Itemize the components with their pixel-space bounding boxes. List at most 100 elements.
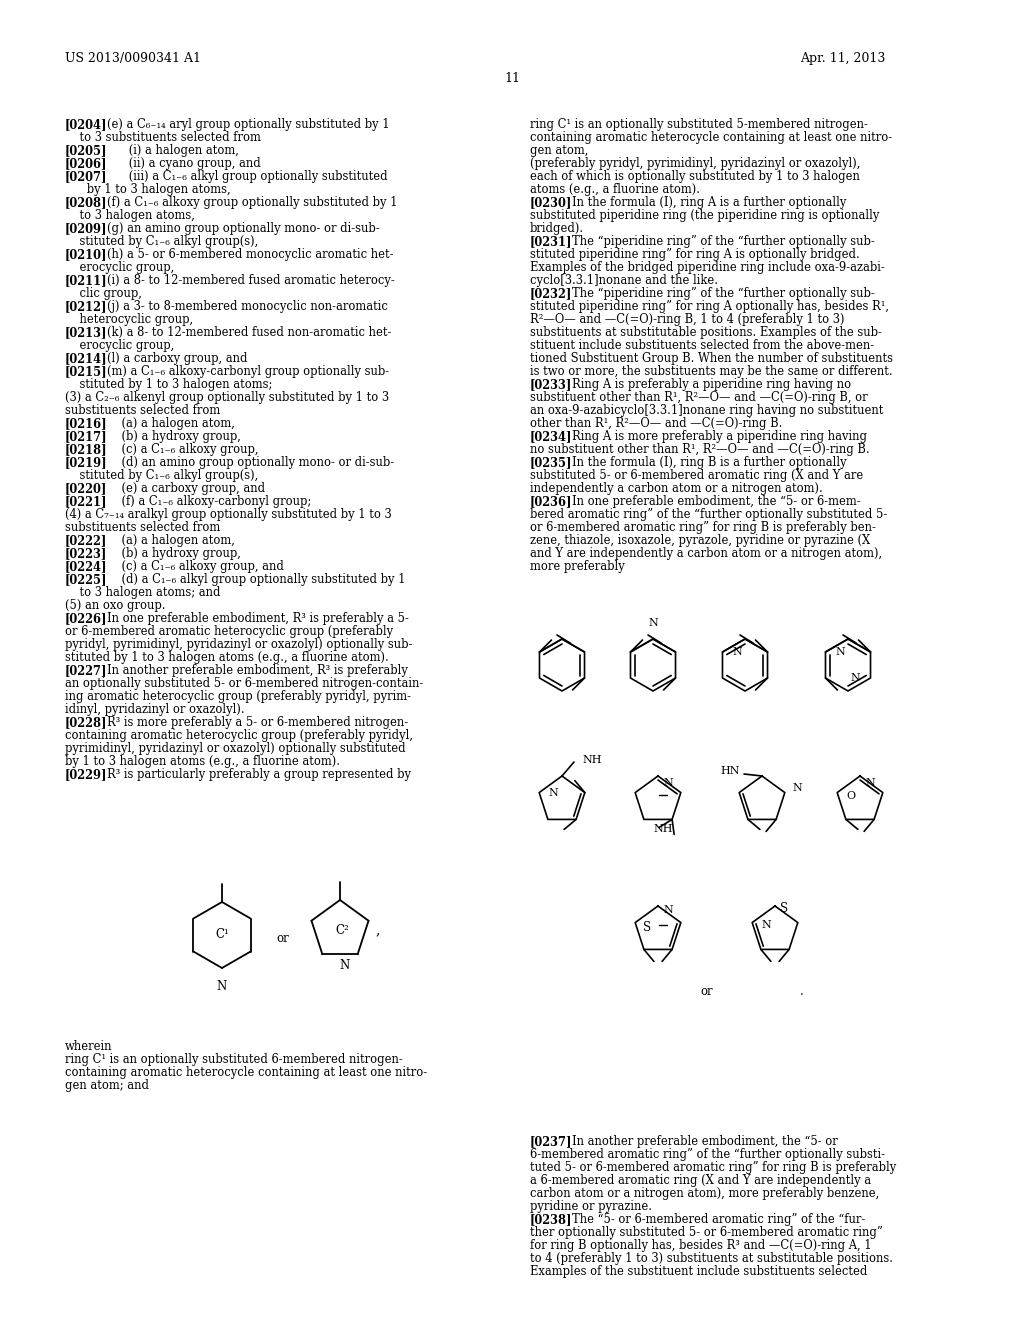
Text: S: S [643, 921, 651, 935]
Text: bridged).: bridged). [530, 222, 584, 235]
Text: or: or [700, 985, 713, 998]
Text: US 2013/0090341 A1: US 2013/0090341 A1 [65, 51, 201, 65]
Text: [0206]: [0206] [65, 157, 108, 170]
Text: C¹: C¹ [215, 928, 229, 941]
Text: N: N [732, 647, 742, 657]
Text: to 3 halogen atoms; and: to 3 halogen atoms; and [65, 586, 220, 599]
Text: N: N [664, 777, 673, 788]
Text: In one preferable embodiment, the “5- or 6-mem-: In one preferable embodiment, the “5- or… [572, 495, 860, 508]
Text: atoms (e.g., a fluorine atom).: atoms (e.g., a fluorine atom). [530, 183, 700, 195]
Text: carbon atom or a nitrogen atom), more preferably benzene,: carbon atom or a nitrogen atom), more pr… [530, 1187, 880, 1200]
Text: N: N [851, 673, 860, 682]
Text: The “piperidine ring” of the “further optionally sub-: The “piperidine ring” of the “further op… [572, 286, 874, 300]
Text: [0220]: [0220] [65, 482, 108, 495]
Text: (h) a 5- or 6-membered monocyclic aromatic het-: (h) a 5- or 6-membered monocyclic aromat… [106, 248, 393, 261]
Text: N: N [865, 777, 874, 788]
Text: to 4 (preferably 1 to 3) substituents at substitutable positions.: to 4 (preferably 1 to 3) substituents at… [530, 1251, 893, 1265]
Text: Apr. 11, 2013: Apr. 11, 2013 [800, 51, 886, 65]
Text: for ring B optionally has, besides R³ and —C(=O)-ring A, 1: for ring B optionally has, besides R³ an… [530, 1239, 871, 1251]
Text: (b) a hydroxy group,: (b) a hydroxy group, [106, 546, 241, 560]
Text: In the formula (I), ring A is a further optionally: In the formula (I), ring A is a further … [572, 195, 847, 209]
Text: or 6-membered aromatic ring” for ring B is preferably ben-: or 6-membered aromatic ring” for ring B … [530, 521, 876, 535]
Text: tioned Substituent Group B. When the number of substituents: tioned Substituent Group B. When the num… [530, 352, 893, 366]
Text: more preferably: more preferably [530, 560, 625, 573]
Text: [0238]: [0238] [530, 1213, 572, 1226]
Text: to 3 halogen atoms,: to 3 halogen atoms, [65, 209, 195, 222]
Text: (preferably pyridyl, pyrimidinyl, pyridazinyl or oxazolyl),: (preferably pyridyl, pyrimidinyl, pyrida… [530, 157, 860, 170]
Text: 6-membered aromatic ring” of the “further optionally substi-: 6-membered aromatic ring” of the “furthe… [530, 1148, 885, 1162]
Text: [0232]: [0232] [530, 286, 572, 300]
Text: In the formula (I), ring B is a further optionally: In the formula (I), ring B is a further … [572, 455, 847, 469]
Text: (a) a halogen atom,: (a) a halogen atom, [106, 417, 234, 430]
Text: N: N [217, 979, 227, 993]
Text: [0204]: [0204] [65, 117, 108, 131]
Text: The “5- or 6-membered aromatic ring” of the “fur-: The “5- or 6-membered aromatic ring” of … [572, 1213, 865, 1226]
Text: [0231]: [0231] [530, 235, 572, 248]
Text: substituted piperidine ring (the piperidine ring is optionally: substituted piperidine ring (the piperid… [530, 209, 880, 222]
Text: and Y are independently a carbon atom or a nitrogen atom),: and Y are independently a carbon atom or… [530, 546, 882, 560]
Text: stituted by C₁₋₆ alkyl group(s),: stituted by C₁₋₆ alkyl group(s), [65, 235, 258, 248]
Text: cyclo[3.3.1]nonane and the like.: cyclo[3.3.1]nonane and the like. [530, 275, 718, 286]
Text: (a) a halogen atom,: (a) a halogen atom, [106, 535, 234, 546]
Text: containing aromatic heterocycle containing at least one nitro-: containing aromatic heterocycle containi… [65, 1067, 427, 1078]
Text: (e) a C₆₋₁₄ aryl group optionally substituted by 1: (e) a C₆₋₁₄ aryl group optionally substi… [106, 117, 389, 131]
Text: ther optionally substituted 5- or 6-membered aromatic ring”: ther optionally substituted 5- or 6-memb… [530, 1226, 883, 1239]
Text: a 6-membered aromatic ring (X and Y are independently a: a 6-membered aromatic ring (X and Y are … [530, 1173, 871, 1187]
Text: by 1 to 3 halogen atoms (e.g., a fluorine atom).: by 1 to 3 halogen atoms (e.g., a fluorin… [65, 755, 340, 768]
Text: 11: 11 [504, 73, 520, 84]
Text: [0216]: [0216] [65, 417, 108, 430]
Text: S: S [779, 902, 787, 915]
Text: containing aromatic heterocyclic group (preferably pyridyl,: containing aromatic heterocyclic group (… [65, 729, 413, 742]
Text: The “piperidine ring” of the “further optionally sub-: The “piperidine ring” of the “further op… [572, 235, 874, 248]
Text: (i) a 8- to 12-membered fused aromatic heterocy-: (i) a 8- to 12-membered fused aromatic h… [106, 275, 394, 286]
Text: ring C¹ is an optionally substituted 5-membered nitrogen-: ring C¹ is an optionally substituted 5-m… [530, 117, 868, 131]
Text: erocyclic group,: erocyclic group, [65, 261, 174, 275]
Text: (iii) a C₁₋₆ alkyl group optionally substituted: (iii) a C₁₋₆ alkyl group optionally subs… [106, 170, 388, 183]
Text: zene, thiazole, isoxazole, pyrazole, pyridine or pyrazine (X: zene, thiazole, isoxazole, pyrazole, pyr… [530, 535, 870, 546]
Text: (c) a C₁₋₆ alkoxy group, and: (c) a C₁₋₆ alkoxy group, and [106, 560, 284, 573]
Text: (m) a C₁₋₆ alkoxy-carbonyl group optionally sub-: (m) a C₁₋₆ alkoxy-carbonyl group optiona… [106, 366, 389, 378]
Text: erocyclic group,: erocyclic group, [65, 339, 174, 352]
Text: by 1 to 3 halogen atoms,: by 1 to 3 halogen atoms, [65, 183, 230, 195]
Text: (k) a 8- to 12-membered fused non-aromatic het-: (k) a 8- to 12-membered fused non-aromat… [106, 326, 391, 339]
Text: [0237]: [0237] [530, 1135, 572, 1148]
Text: (j) a 3- to 8-membered monocyclic non-aromatic: (j) a 3- to 8-membered monocyclic non-ar… [106, 300, 388, 313]
Text: stituted by 1 to 3 halogen atoms (e.g., a fluorine atom).: stituted by 1 to 3 halogen atoms (e.g., … [65, 651, 389, 664]
Text: NH: NH [582, 755, 601, 766]
Text: N: N [548, 788, 558, 797]
Text: heterocyclic group,: heterocyclic group, [65, 313, 194, 326]
Text: NH: NH [654, 825, 674, 834]
Text: pyridyl, pyrimidinyl, pyridazinyl or oxazolyl) optionally sub-: pyridyl, pyrimidinyl, pyridazinyl or oxa… [65, 638, 413, 651]
Text: [0235]: [0235] [530, 455, 572, 469]
Text: (ii) a cyano group, and: (ii) a cyano group, and [106, 157, 261, 170]
Text: no substituent other than R¹, R²—O— and —C(=O)-ring B.: no substituent other than R¹, R²—O— and … [530, 444, 869, 455]
Text: ,: , [376, 923, 380, 937]
Text: N: N [793, 783, 803, 792]
Text: or 6-membered aromatic heterocyclic group (preferably: or 6-membered aromatic heterocyclic grou… [65, 624, 393, 638]
Text: stituted piperidine ring” for ring A optionally has, besides R¹,: stituted piperidine ring” for ring A opt… [530, 300, 889, 313]
Text: [0223]: [0223] [65, 546, 108, 560]
Text: N: N [664, 904, 673, 915]
Text: ring C¹ is an optionally substituted 6-membered nitrogen-: ring C¹ is an optionally substituted 6-m… [65, 1053, 402, 1067]
Text: (3) a C₂₋₆ alkenyl group optionally substituted by 1 to 3: (3) a C₂₋₆ alkenyl group optionally subs… [65, 391, 389, 404]
Text: Examples of the bridged piperidine ring include oxa-9-azabi-: Examples of the bridged piperidine ring … [530, 261, 885, 275]
Text: tuted 5- or 6-membered aromatic ring” for ring B is preferably: tuted 5- or 6-membered aromatic ring” fo… [530, 1162, 896, 1173]
Text: C²: C² [335, 924, 349, 936]
Text: substituents selected from: substituents selected from [65, 521, 220, 535]
Text: R³ is particularly preferably a group represented by: R³ is particularly preferably a group re… [106, 768, 411, 781]
Text: [0234]: [0234] [530, 430, 572, 444]
Text: (d) a C₁₋₆ alkyl group optionally substituted by 1: (d) a C₁₋₆ alkyl group optionally substi… [106, 573, 406, 586]
Text: stituted by 1 to 3 halogen atoms;: stituted by 1 to 3 halogen atoms; [65, 378, 272, 391]
Text: gen atom; and: gen atom; and [65, 1078, 150, 1092]
Text: pyridine or pyrazine.: pyridine or pyrazine. [530, 1200, 652, 1213]
Text: an optionally substituted 5- or 6-membered nitrogen-contain-: an optionally substituted 5- or 6-member… [65, 677, 423, 690]
Text: [0228]: [0228] [65, 715, 108, 729]
Text: [0236]: [0236] [530, 495, 572, 508]
Text: [0218]: [0218] [65, 444, 108, 455]
Text: In another preferable embodiment, R³ is preferably: In another preferable embodiment, R³ is … [106, 664, 408, 677]
Text: idinyl, pyridazinyl or oxazolyl).: idinyl, pyridazinyl or oxazolyl). [65, 704, 245, 715]
Text: [0213]: [0213] [65, 326, 108, 339]
Text: (c) a C₁₋₆ alkoxy group,: (c) a C₁₋₆ alkoxy group, [106, 444, 258, 455]
Text: R²—O— and —C(=O)-ring B, 1 to 4 (preferably 1 to 3): R²—O— and —C(=O)-ring B, 1 to 4 (prefera… [530, 313, 845, 326]
Text: [0224]: [0224] [65, 560, 108, 573]
